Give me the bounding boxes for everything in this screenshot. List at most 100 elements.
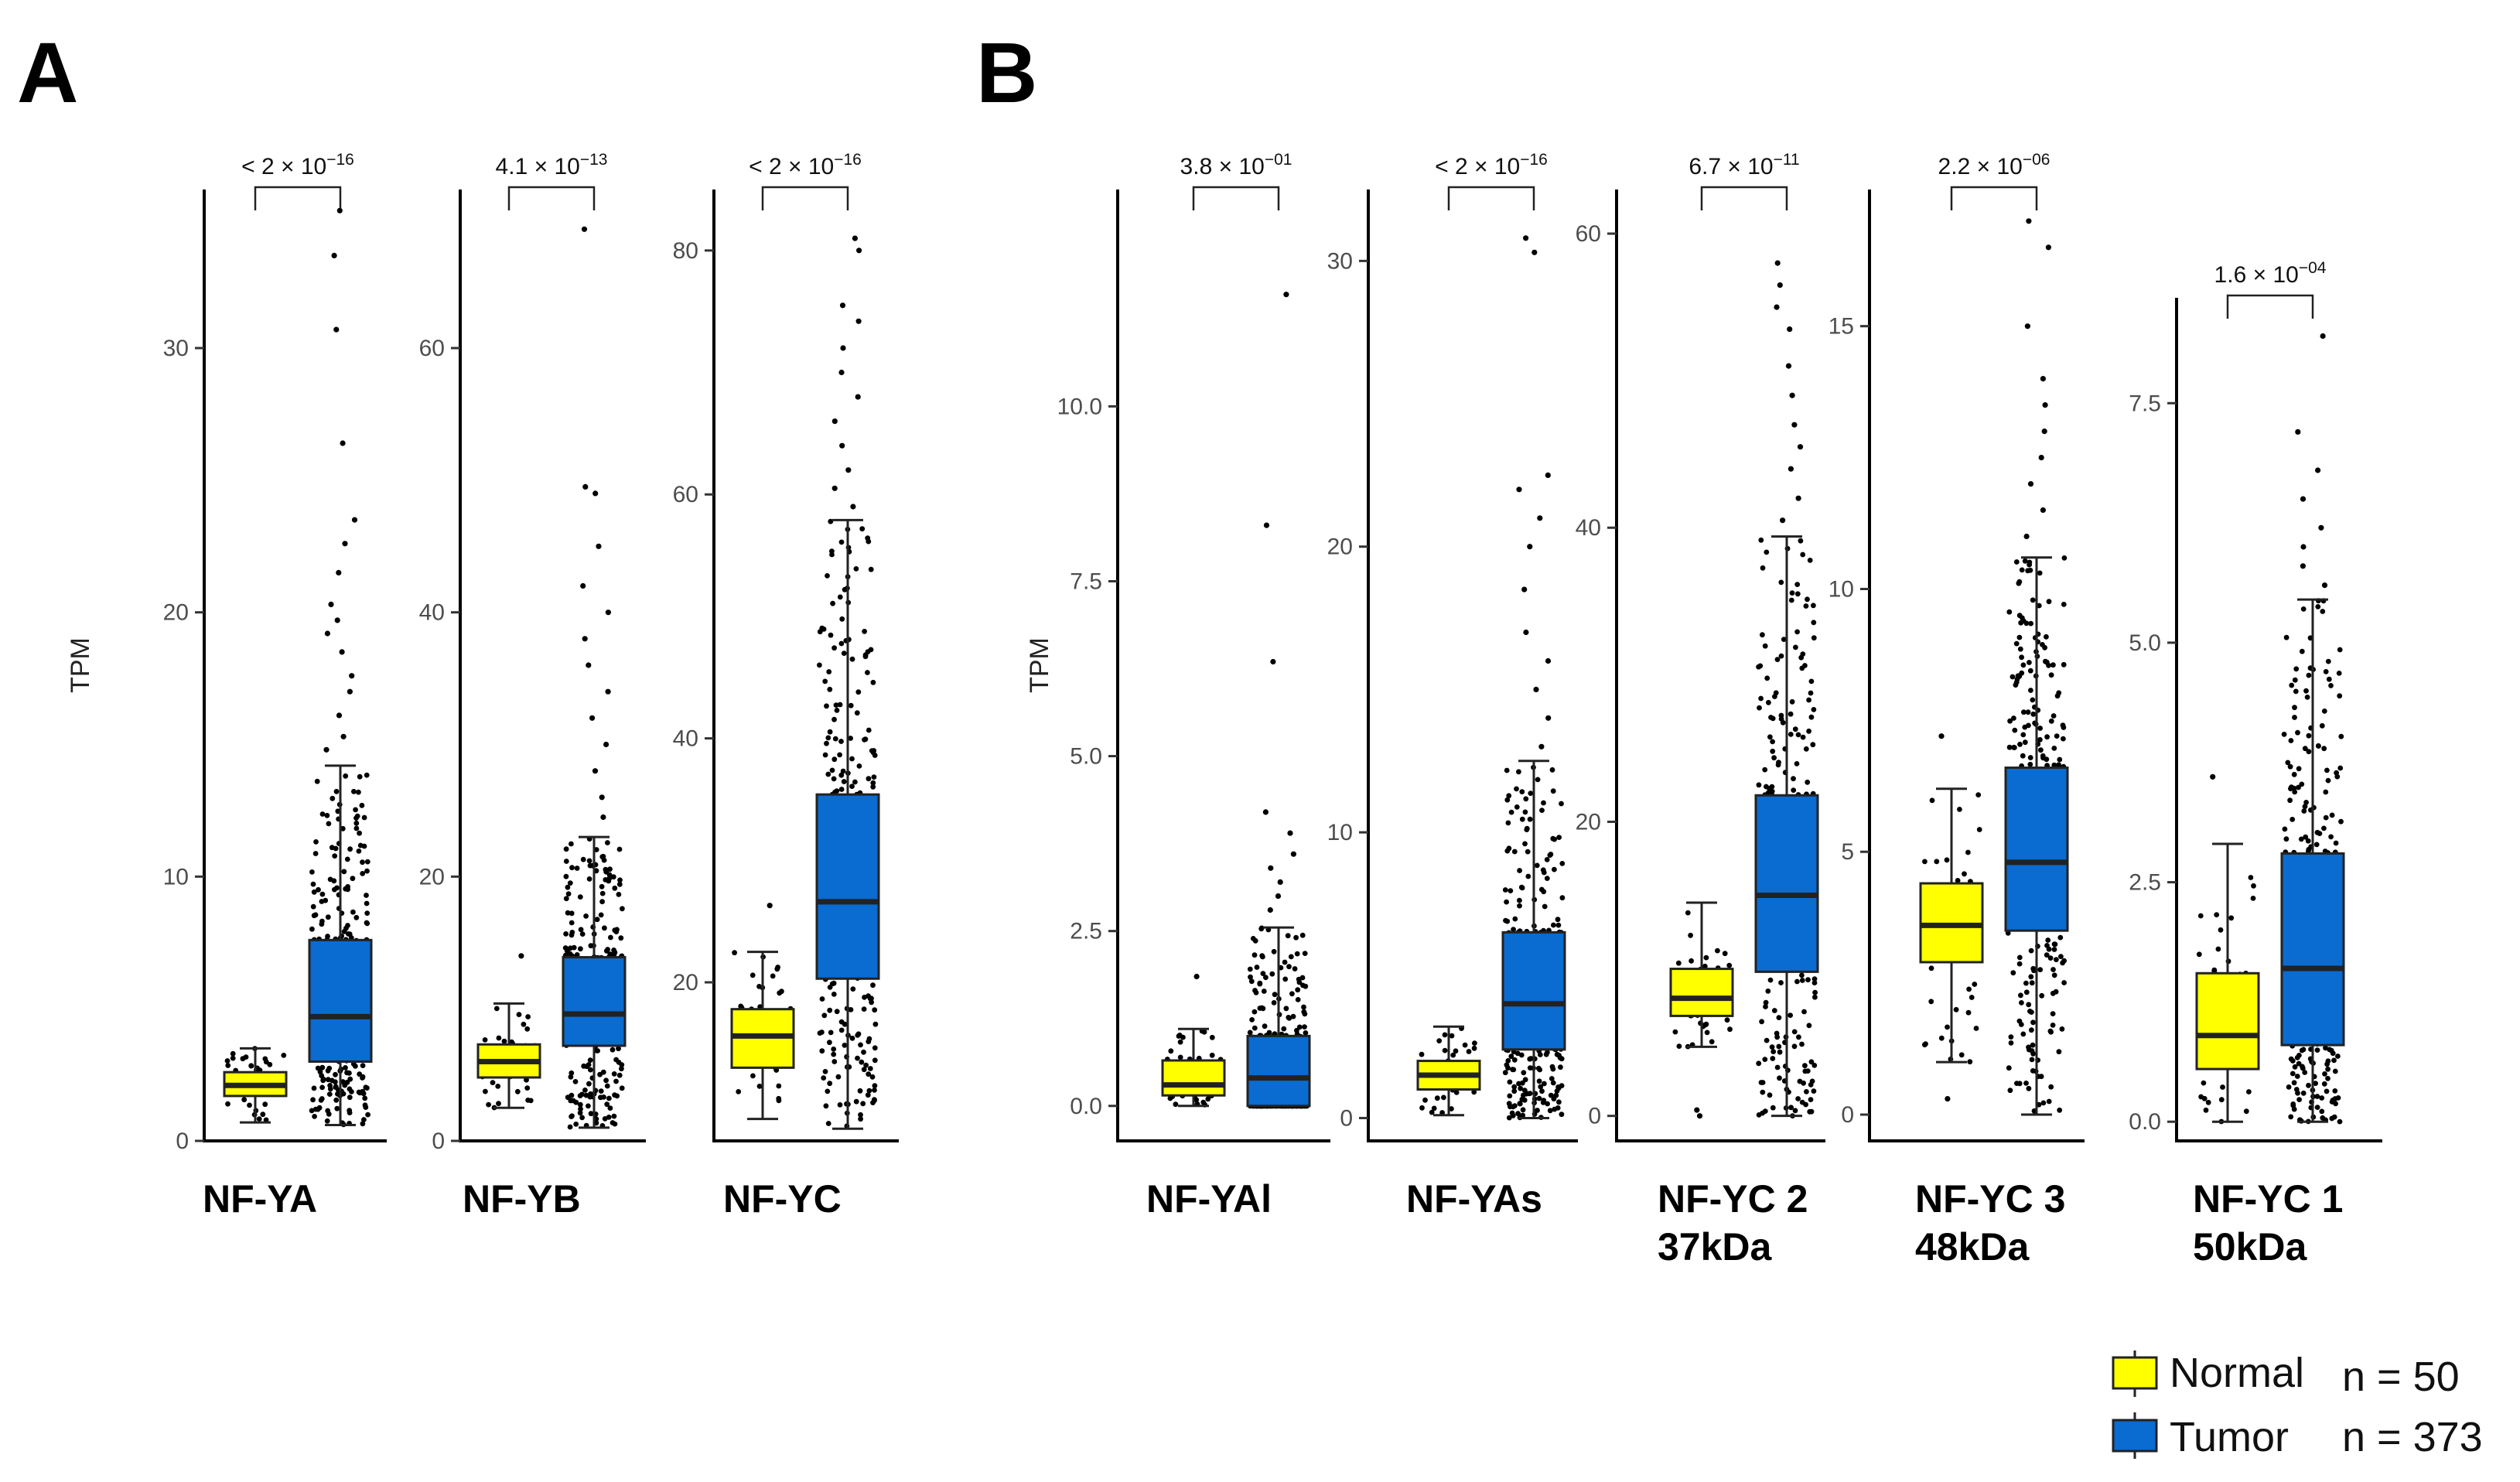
- data-point: [1808, 690, 1814, 696]
- data-point: [1756, 782, 1762, 788]
- data-point: [1811, 1088, 1817, 1094]
- data-point: [521, 1021, 527, 1027]
- data-point: [1792, 726, 1798, 732]
- data-point: [1770, 748, 1776, 754]
- data-point: [835, 1074, 842, 1080]
- outlier-point: [323, 746, 330, 753]
- data-point: [2026, 1002, 2032, 1008]
- y-tick-label: 7.5: [1070, 569, 1102, 594]
- outlier-point: [2041, 429, 2047, 435]
- data-point: [2314, 1105, 2320, 1110]
- data-point: [1703, 954, 1709, 961]
- data-point: [853, 1098, 859, 1105]
- data-point: [331, 878, 337, 884]
- data-point: [2008, 1040, 2014, 1046]
- outlier-point: [1774, 304, 1780, 310]
- data-point: [831, 1047, 837, 1052]
- data-point: [1771, 1008, 1777, 1013]
- data-point: [225, 1101, 230, 1107]
- data-point: [616, 846, 623, 852]
- data-point: [2302, 1070, 2308, 1075]
- outlier-point: [1262, 809, 1269, 815]
- data-point: [1763, 999, 1769, 1006]
- data-point: [2028, 620, 2034, 627]
- data-point: [1556, 835, 1562, 840]
- data-point: [866, 727, 872, 733]
- data-point: [333, 845, 339, 852]
- data-point: [855, 1055, 860, 1061]
- normal-group: [1669, 901, 1734, 1119]
- data-point: [332, 886, 337, 893]
- data-point: [1972, 982, 1978, 987]
- data-point: [2061, 555, 2068, 561]
- data-point: [1260, 971, 1266, 976]
- significance-bracket: [1192, 186, 1280, 210]
- data-point: [1506, 845, 1512, 852]
- data-point: [364, 772, 370, 778]
- data-point: [563, 931, 569, 937]
- normal-group: [2195, 773, 2260, 1125]
- data-point: [1809, 1078, 1815, 1084]
- data-point: [568, 945, 573, 951]
- data-point: [1773, 690, 1779, 696]
- data-point: [1249, 1017, 1255, 1023]
- data-point: [2196, 951, 2202, 958]
- data-point: [2026, 722, 2031, 729]
- outlier-point: [2042, 402, 2048, 408]
- data-point: [831, 776, 837, 782]
- data-point: [612, 1092, 617, 1098]
- data-point: [2027, 660, 2032, 665]
- data-point: [1794, 582, 1801, 587]
- data-point: [524, 1077, 529, 1083]
- data-point: [1791, 776, 1796, 782]
- panel-3: 20 40 60 80 < 2 × 10−16 NF-YC: [673, 151, 899, 1221]
- data-point: [568, 1074, 574, 1080]
- significance-bracket: [761, 186, 849, 210]
- data-point: [281, 1053, 287, 1058]
- data-point: [327, 1086, 333, 1092]
- normal-group: [476, 953, 541, 1111]
- data-point: [1804, 1089, 1809, 1094]
- outlier-point: [1193, 973, 1200, 980]
- data-point: [2337, 647, 2343, 653]
- data-point: [825, 771, 831, 777]
- normal-box: [1669, 968, 1734, 1017]
- data-point: [2211, 967, 2218, 973]
- outlier-point: [328, 601, 334, 608]
- outlier-point: [2300, 496, 2307, 502]
- outlier-point: [582, 483, 589, 490]
- outlier-point: [1777, 282, 1783, 289]
- data-point: [1431, 1105, 1437, 1112]
- data-point: [314, 778, 320, 784]
- data-point: [319, 1096, 325, 1101]
- data-point: [1805, 779, 1811, 785]
- data-point: [2022, 558, 2028, 564]
- data-point: [824, 703, 829, 709]
- data-point: [1205, 1096, 1211, 1102]
- data-point: [1763, 1004, 1768, 1009]
- data-point: [482, 1037, 488, 1043]
- data-point: [2060, 960, 2066, 966]
- data-point: [1261, 989, 1267, 994]
- data-point: [1549, 1076, 1555, 1081]
- outlier-point: [2045, 244, 2051, 251]
- data-point: [613, 1078, 619, 1084]
- significance-bracket: [507, 186, 596, 210]
- data-point: [588, 1067, 593, 1073]
- data-point: [1559, 801, 1564, 807]
- outlier-point: [1533, 686, 1539, 693]
- data-point: [2296, 766, 2302, 772]
- outlier-point: [592, 490, 599, 497]
- data-point: [574, 866, 580, 871]
- significance-bracket: [254, 186, 342, 210]
- data-point: [1247, 1030, 1253, 1036]
- data-point: [565, 910, 571, 916]
- data-point: [2303, 800, 2310, 805]
- data-point: [1508, 809, 1514, 815]
- data-point: [2020, 662, 2027, 668]
- data-point: [1450, 1052, 1456, 1058]
- data-point: [2040, 753, 2046, 759]
- data-point: [2054, 733, 2060, 739]
- panel-4: 0.0 2.5 5.0 7.5 10.0 TPM 3.8 × 10−01 NF-YAl: [1025, 151, 1330, 1221]
- data-point: [347, 846, 353, 852]
